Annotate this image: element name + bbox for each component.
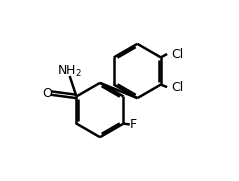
Text: F: F (129, 118, 136, 131)
Text: Cl: Cl (171, 81, 183, 94)
Text: Cl: Cl (171, 47, 183, 60)
Text: O: O (43, 87, 53, 100)
Text: NH$_2$: NH$_2$ (57, 64, 82, 79)
